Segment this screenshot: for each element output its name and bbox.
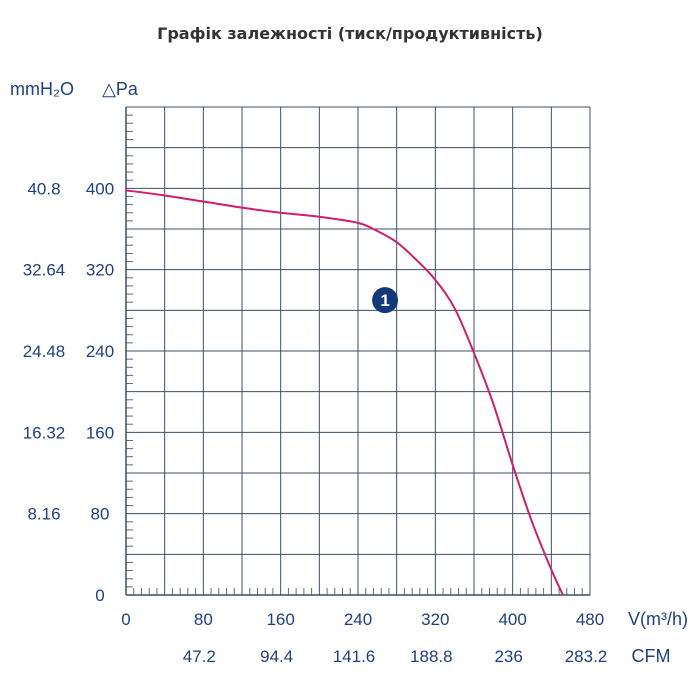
x2-tick-label: 47.2 [183, 647, 216, 666]
x-unit-label: V(m³/h) [628, 609, 688, 629]
series: 1 [125, 189, 564, 596]
y-unit-pa: △Pa [102, 79, 139, 99]
axes [125, 107, 590, 596]
x-tick-label: 240 [344, 610, 372, 629]
x2-unit-label: CFM [632, 646, 671, 666]
series-marker-label: 1 [380, 291, 389, 310]
x-tick-label: 480 [576, 610, 604, 629]
x2-tick-label: 94.4 [260, 647, 293, 666]
y-tick-label-mmh2o: 16.32 [23, 423, 66, 442]
x-tick-label: 400 [498, 610, 526, 629]
page-title: Графік залежності (тиск/продуктивність) [157, 24, 543, 43]
y-tick-label-pa: 320 [86, 261, 114, 280]
x2-tick-label: 188.8 [410, 647, 453, 666]
x-tick-label: 80 [194, 610, 213, 629]
y-tick-label-pa: 240 [86, 342, 114, 361]
y-tick-label-mmh2o: 40.8 [27, 179, 60, 198]
grid [126, 106, 591, 595]
series-marker [372, 287, 399, 314]
x2-tick-label: 283.2 [565, 647, 608, 666]
y-tick-label-mmh2o: 8.16 [27, 505, 60, 524]
minor-ticks [126, 114, 583, 595]
x-tick-label: 320 [421, 610, 449, 629]
axis-labels: 0 80 160 240 320 400 8.16 16.32 24.48 32.64 40.8 mm… [10, 79, 688, 666]
x2-tick-label: 141.6 [333, 647, 376, 666]
y-tick-label-mmh2o: 24.48 [23, 342, 66, 361]
y-tick-label-pa: 160 [86, 423, 114, 442]
y-tick-label-pa: 400 [86, 179, 114, 198]
y-tick-label-pa: 80 [91, 505, 110, 524]
series-curve [125, 189, 564, 596]
x2-tick-label: 236 [494, 647, 522, 666]
y-tick-label-mmh2o: 32.64 [23, 261, 66, 280]
y-unit-mmh2o: mmH₂O [10, 79, 74, 99]
x-tick-label: 160 [266, 610, 294, 629]
x-tick-label: 0 [121, 610, 130, 629]
y-tick-label-pa: 0 [95, 586, 104, 605]
